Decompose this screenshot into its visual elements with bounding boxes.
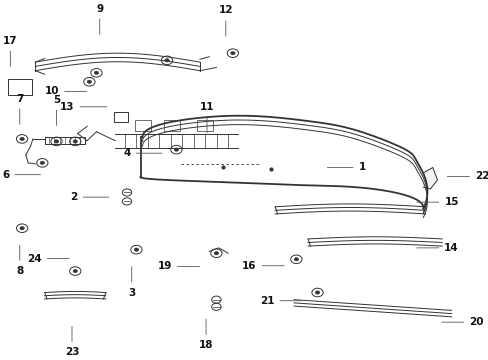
Circle shape	[134, 248, 139, 251]
Text: 17: 17	[3, 36, 18, 67]
Circle shape	[293, 258, 298, 261]
Text: 7: 7	[16, 94, 23, 124]
Circle shape	[315, 291, 319, 294]
Polygon shape	[423, 167, 437, 189]
Circle shape	[20, 226, 24, 230]
Text: 2: 2	[70, 192, 108, 202]
Circle shape	[214, 252, 218, 255]
Circle shape	[54, 140, 59, 143]
Text: 16: 16	[242, 261, 284, 271]
Text: 22: 22	[447, 171, 488, 181]
Circle shape	[94, 71, 99, 75]
Text: 14: 14	[416, 243, 458, 253]
Text: 23: 23	[64, 327, 79, 357]
Circle shape	[73, 140, 78, 143]
Text: 9: 9	[96, 4, 103, 34]
Text: 4: 4	[123, 148, 162, 158]
Circle shape	[20, 137, 24, 141]
Circle shape	[164, 59, 169, 62]
Text: 20: 20	[441, 317, 483, 327]
Text: 12: 12	[218, 5, 233, 36]
Text: 1: 1	[326, 162, 365, 172]
Text: 11: 11	[199, 102, 214, 133]
Circle shape	[73, 269, 78, 273]
Text: 6: 6	[2, 170, 41, 180]
Circle shape	[174, 148, 178, 151]
Circle shape	[230, 51, 235, 55]
Text: 24: 24	[27, 253, 69, 264]
Text: 18: 18	[199, 319, 213, 350]
Circle shape	[87, 80, 91, 84]
Text: 21: 21	[260, 296, 302, 306]
Text: 8: 8	[16, 245, 23, 276]
Text: 15: 15	[416, 197, 458, 207]
Circle shape	[40, 161, 44, 165]
Text: 5: 5	[53, 95, 60, 125]
Text: 13: 13	[60, 102, 106, 112]
Text: 3: 3	[128, 267, 135, 297]
Text: 10: 10	[44, 86, 86, 96]
Text: 19: 19	[157, 261, 199, 271]
